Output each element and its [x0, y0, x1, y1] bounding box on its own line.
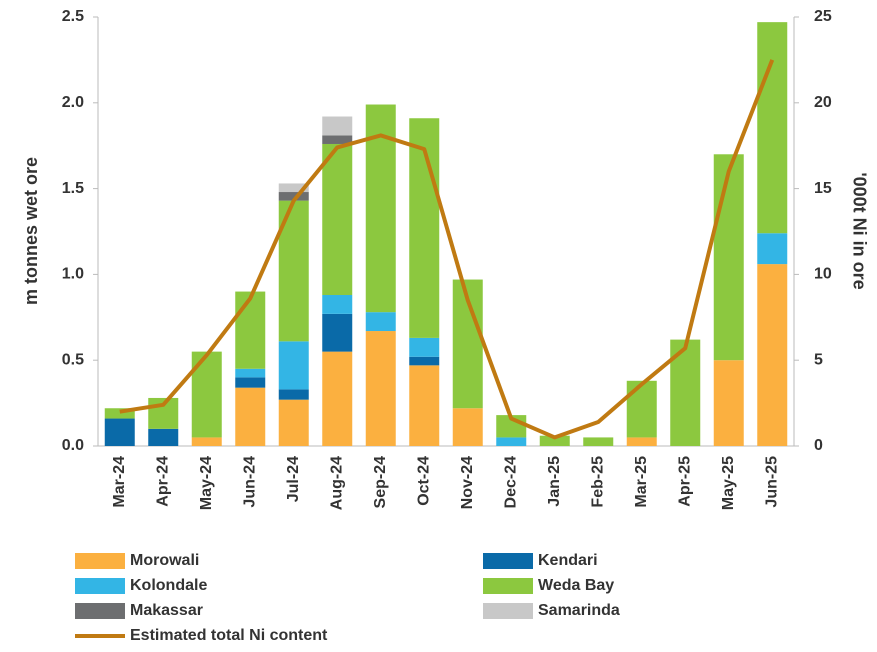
bar-segment — [104, 418, 135, 446]
x-tick-label: Nov-24 — [459, 456, 476, 509]
legend-swatch — [75, 603, 125, 619]
y-tick-label: 2.0 — [62, 94, 84, 111]
legend-swatch — [75, 578, 125, 594]
legend-label: Samarinda — [538, 602, 620, 619]
bar-segment — [148, 428, 179, 446]
bar-segment — [409, 337, 440, 357]
bar-segment — [757, 264, 788, 446]
x-tick-label: Aug-24 — [328, 456, 345, 510]
bar-segment — [322, 313, 353, 352]
x-tick-label: Jun-25 — [763, 456, 780, 508]
bar-segment — [626, 380, 657, 438]
bar-segment — [322, 135, 353, 144]
y-tick-label: 1.5 — [62, 180, 84, 197]
bar-segment — [452, 408, 483, 446]
bar-segment — [626, 437, 657, 446]
bar-segment — [713, 154, 744, 361]
x-tick-label: May-25 — [720, 456, 737, 510]
bar-segment — [583, 437, 614, 446]
y2-tick-label: 10 — [814, 266, 832, 283]
bar-segment — [235, 291, 266, 369]
bar-segment — [496, 437, 527, 446]
bar-segment — [322, 116, 353, 136]
ni-line — [119, 59, 775, 440]
x-tick-label: Jul-24 — [285, 456, 302, 502]
x-tick-label: Jan-25 — [546, 456, 563, 507]
legend-swatch — [483, 553, 533, 569]
bar-segment — [409, 365, 440, 446]
bar-segment — [278, 399, 309, 446]
x-tick-label: Dec-24 — [502, 456, 519, 509]
legend-label: Kolondale — [130, 577, 207, 594]
legend-swatch — [483, 578, 533, 594]
x-tick-label: Mar-25 — [633, 456, 650, 508]
bar-segment — [322, 143, 353, 295]
legend-label: Makassar — [130, 602, 203, 619]
bar-segment — [539, 435, 570, 446]
bar-segment — [322, 351, 353, 446]
y2-tick-label: 0 — [814, 437, 823, 454]
legend-label: Morowali — [130, 552, 199, 569]
legend-swatch — [483, 603, 533, 619]
y-tick-label: 0.5 — [62, 351, 84, 368]
bar-segment — [191, 437, 222, 446]
bar-segment — [104, 408, 135, 419]
bar-segment — [757, 233, 788, 265]
x-tick-label: Mar-24 — [111, 456, 128, 508]
x-tick-label: Apr-24 — [154, 456, 171, 507]
legend-label: Estimated total Ni content — [130, 627, 328, 644]
y2-tick-label: 5 — [814, 351, 823, 368]
bar-segment — [713, 360, 744, 446]
y-tick-label: 1.0 — [62, 266, 84, 283]
bar-segment — [322, 294, 353, 314]
legend-label: Kendari — [538, 552, 598, 569]
bar-segment — [757, 22, 788, 234]
y2-tick-label: 15 — [814, 180, 832, 197]
legend-swatch — [75, 553, 125, 569]
bar-segment — [365, 331, 396, 446]
bar-segment — [409, 356, 440, 366]
x-tick-label: Apr-25 — [676, 456, 693, 507]
bar-segment — [278, 341, 309, 390]
x-tick-label: Jun-24 — [241, 456, 258, 508]
bar-segment — [278, 192, 309, 201]
legend-label: Weda Bay — [538, 577, 614, 594]
y2-tick-label: 25 — [814, 8, 832, 25]
y-tick-label: 2.5 — [62, 8, 84, 25]
bar-segment — [365, 312, 396, 332]
y-axis-label: m tonnes wet ore — [21, 157, 41, 305]
bar-segment — [235, 368, 266, 378]
bar-segment — [235, 387, 266, 446]
bar-segment — [235, 377, 266, 388]
y2-axis-label: '000t Ni in ore — [849, 172, 869, 289]
x-tick-label: Feb-25 — [589, 456, 606, 508]
x-tick-label: Oct-24 — [415, 456, 432, 506]
y-tick-label: 0.0 — [62, 437, 84, 454]
bar-segment — [278, 389, 309, 400]
y2-tick-label: 20 — [814, 94, 832, 111]
x-tick-label: Sep-24 — [372, 456, 389, 509]
x-tick-label: May-24 — [198, 456, 215, 510]
bar-segment — [278, 183, 309, 193]
